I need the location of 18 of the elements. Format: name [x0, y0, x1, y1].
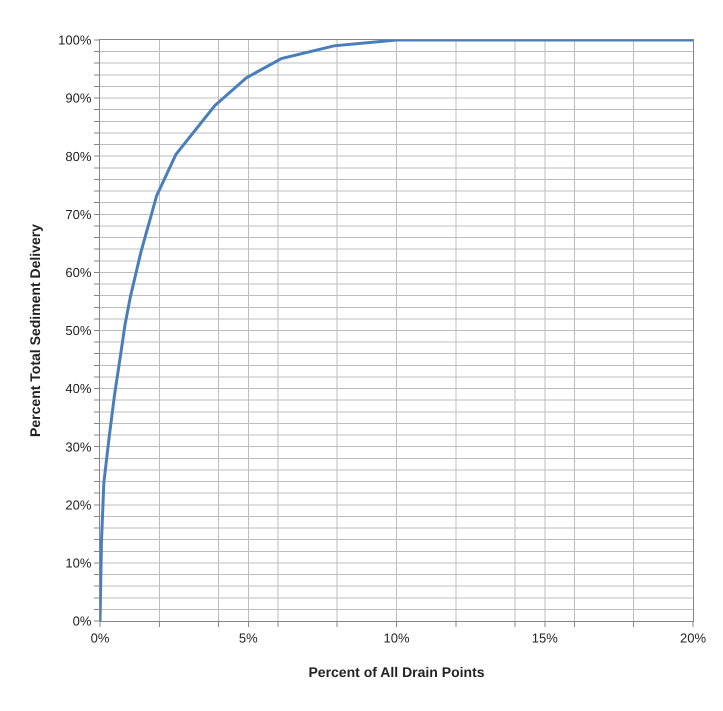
x-tick-label: 15%: [532, 630, 558, 646]
y-tick-label: 90%: [65, 90, 92, 106]
y-tick-label: 40%: [65, 381, 92, 396]
y-tick-label: 30%: [65, 439, 92, 454]
y-axis-title: Percent Total Sediment Delivery: [26, 224, 43, 437]
y-tick-label: 100%: [58, 32, 92, 48]
y-tick-label: 70%: [65, 206, 92, 222]
x-tick-label: 20%: [680, 630, 706, 646]
x-axis-title: Percent of All Drain Points: [308, 664, 485, 680]
y-tick-label: 20%: [65, 497, 92, 512]
x-tick-label: 5%: [238, 630, 258, 646]
y-tick-label: 50%: [65, 323, 92, 338]
y-tick-label: 60%: [65, 264, 92, 280]
x-tick-label: 10%: [383, 630, 410, 646]
y-tick-label: 0%: [72, 614, 92, 629]
y-tick-label: 10%: [65, 555, 92, 570]
y-tick-label: 80%: [65, 148, 92, 164]
x-tick-label: 0%: [90, 630, 110, 646]
